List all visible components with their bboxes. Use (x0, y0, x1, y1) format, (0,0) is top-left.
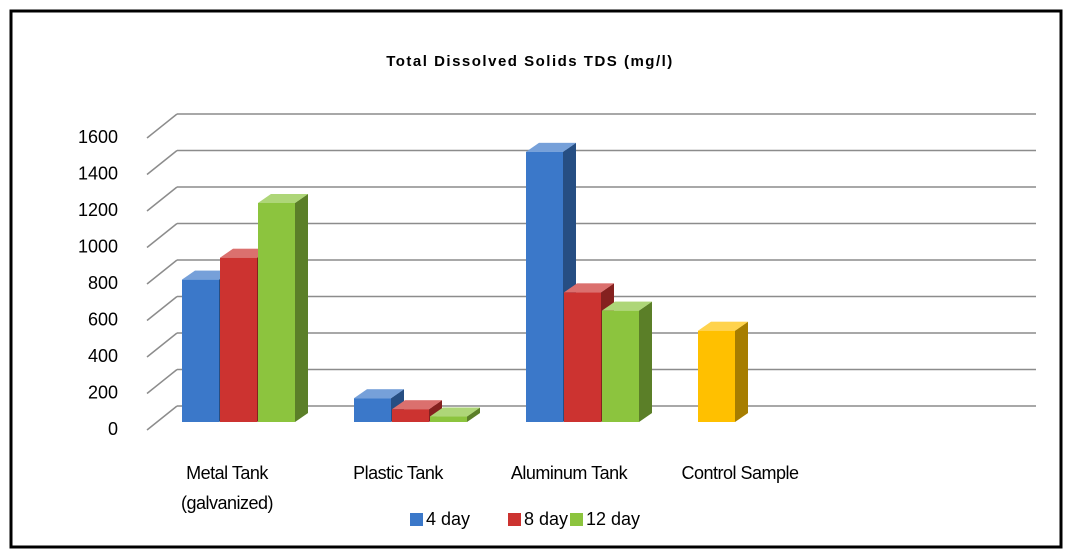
bar (564, 292, 601, 422)
bar-side-shade (639, 301, 652, 422)
bar-top (182, 270, 232, 280)
bar-top (698, 321, 748, 331)
bar-side (295, 194, 308, 422)
bar-top (392, 400, 442, 410)
bar-top-shade (698, 321, 748, 331)
legend-swatch (508, 513, 521, 526)
bar-top (564, 283, 614, 293)
bar-top (220, 248, 270, 258)
bar-top-shade (526, 142, 576, 152)
x-tick-label: Plastic Tank (353, 463, 443, 483)
bar-top-shade (602, 301, 652, 311)
bar-top (430, 407, 480, 417)
grid-line (146, 222, 178, 249)
y-tick-label: 200 (88, 382, 118, 402)
y-tick-label: 400 (88, 346, 118, 366)
grid-line (146, 405, 178, 431)
bar-side-shade (467, 407, 480, 422)
grid-line (146, 259, 178, 285)
bar-top (602, 301, 652, 311)
y-tick-label: 1200 (78, 200, 118, 220)
bar (430, 416, 467, 422)
bar-top-shade (354, 389, 404, 399)
bar-top (354, 389, 404, 399)
grid-line (146, 113, 178, 139)
legend-swatch (570, 513, 583, 526)
y-tick-label: 1000 (78, 236, 118, 256)
bar (182, 279, 219, 422)
y-tick-label: 0 (108, 419, 118, 439)
y-tick-label: 1600 (78, 127, 118, 147)
bar-top (258, 194, 308, 203)
bar (602, 310, 639, 422)
x-tick-label: Metal Tank (galvanized) (180, 463, 274, 513)
grid-line (146, 332, 178, 358)
x-tick-label: Aluminum Tank (510, 463, 628, 483)
y-tick-label: 800 (88, 273, 118, 293)
bar-top (526, 142, 576, 152)
x-tick-label: Control Sample (681, 463, 799, 483)
bar-top-shade (392, 400, 442, 410)
y-tick-label: 1400 (78, 163, 118, 183)
legend-label: 12 day (586, 509, 640, 529)
bar (698, 330, 735, 422)
bar-side (639, 301, 652, 422)
bar (354, 398, 391, 422)
bar-side (467, 407, 480, 422)
legend-swatch (410, 513, 423, 526)
bar-side-shade (295, 194, 308, 422)
legend-label: 4 day (426, 509, 470, 529)
bar (526, 151, 563, 422)
bar (220, 257, 257, 422)
grid-line (146, 295, 178, 322)
chart-title: Total Dissolved Solids TDS (mg/l) (386, 53, 674, 70)
grid-line (146, 368, 178, 395)
bar-top-shade (258, 194, 308, 203)
legend-label: 8 day (524, 509, 568, 529)
grid-line (146, 149, 178, 176)
bar-top-shade (220, 248, 270, 258)
bar (258, 203, 295, 422)
bar (392, 409, 429, 422)
grid-line (146, 186, 178, 212)
bar-side (735, 321, 748, 422)
bar-top-shade (182, 270, 232, 280)
bar-side-shade (735, 321, 748, 422)
bar-top-shade (564, 283, 614, 293)
bar-top-shade (430, 407, 480, 417)
y-tick-label: 600 (88, 309, 118, 329)
